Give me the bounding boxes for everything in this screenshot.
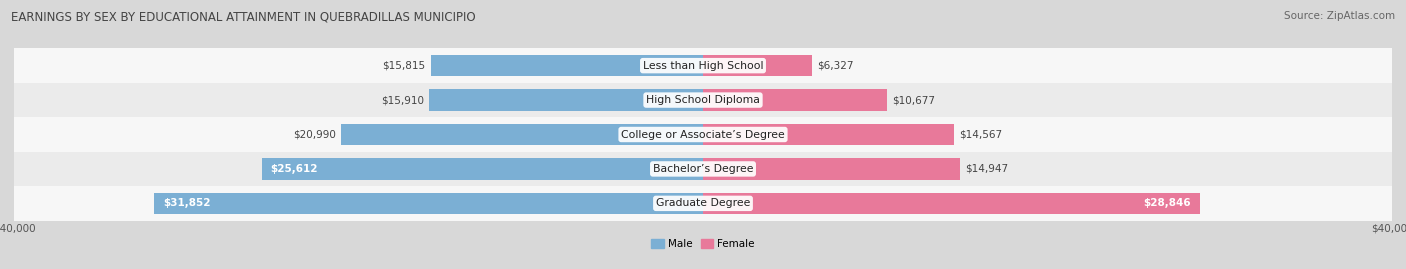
Bar (430, 55, 703, 76)
Bar (14, 83, 1392, 117)
Bar (429, 89, 703, 111)
Text: $28,846: $28,846 (1143, 198, 1191, 208)
Text: $25,612: $25,612 (270, 164, 318, 174)
Text: $15,815: $15,815 (382, 61, 426, 71)
Bar (703, 158, 960, 180)
Bar (342, 124, 703, 145)
Text: $14,947: $14,947 (966, 164, 1008, 174)
Text: Less than High School: Less than High School (643, 61, 763, 71)
Bar (262, 158, 703, 180)
Bar (703, 55, 813, 76)
Bar (14, 186, 1392, 221)
Text: Graduate Degree: Graduate Degree (655, 198, 751, 208)
Text: $31,852: $31,852 (163, 198, 211, 208)
Legend: Male, Female: Male, Female (647, 235, 759, 253)
Bar (155, 193, 703, 214)
Text: $15,910: $15,910 (381, 95, 423, 105)
Text: Bachelor’s Degree: Bachelor’s Degree (652, 164, 754, 174)
Text: $6,327: $6,327 (817, 61, 853, 71)
Bar (14, 152, 1392, 186)
Text: EARNINGS BY SEX BY EDUCATIONAL ATTAINMENT IN QUEBRADILLAS MUNICIPIO: EARNINGS BY SEX BY EDUCATIONAL ATTAINMEN… (11, 11, 475, 24)
Text: College or Associate’s Degree: College or Associate’s Degree (621, 129, 785, 140)
Text: $14,567: $14,567 (959, 129, 1002, 140)
Text: Source: ZipAtlas.com: Source: ZipAtlas.com (1284, 11, 1395, 21)
Bar (703, 124, 953, 145)
Bar (14, 117, 1392, 152)
Text: $10,677: $10,677 (891, 95, 935, 105)
Bar (14, 48, 1392, 83)
Text: High School Diploma: High School Diploma (647, 95, 759, 105)
Bar (703, 193, 1199, 214)
Bar (703, 89, 887, 111)
Text: $20,990: $20,990 (294, 129, 336, 140)
